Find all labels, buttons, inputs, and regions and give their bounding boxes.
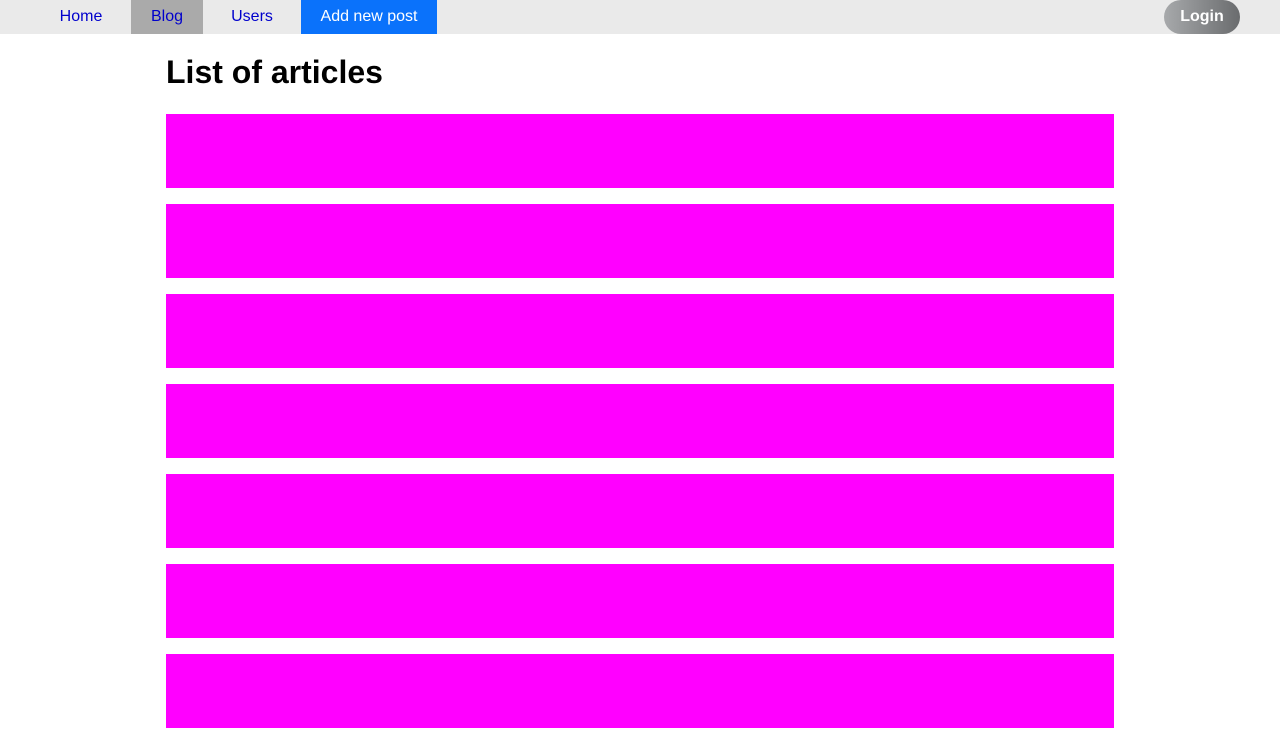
nav-blog-link[interactable]: Blog <box>131 0 203 34</box>
article-list <box>166 114 1114 744</box>
nav-home-link[interactable]: Home <box>59 8 103 25</box>
article-item[interactable] <box>166 474 1114 548</box>
article-item[interactable] <box>166 204 1114 278</box>
article-item[interactable] <box>166 114 1114 188</box>
login-button[interactable]: Login <box>1164 0 1240 34</box>
article-item[interactable] <box>166 294 1114 368</box>
page-title: List of articles <box>166 54 383 90</box>
article-item[interactable] <box>166 654 1114 728</box>
add-new-post-button[interactable]: Add new post <box>301 0 437 34</box>
nav-users-link[interactable]: Users <box>231 8 273 25</box>
article-item[interactable] <box>166 564 1114 638</box>
article-item[interactable] <box>166 384 1114 458</box>
top-navbar: Home Blog Users Add new post Login <box>0 0 1280 34</box>
